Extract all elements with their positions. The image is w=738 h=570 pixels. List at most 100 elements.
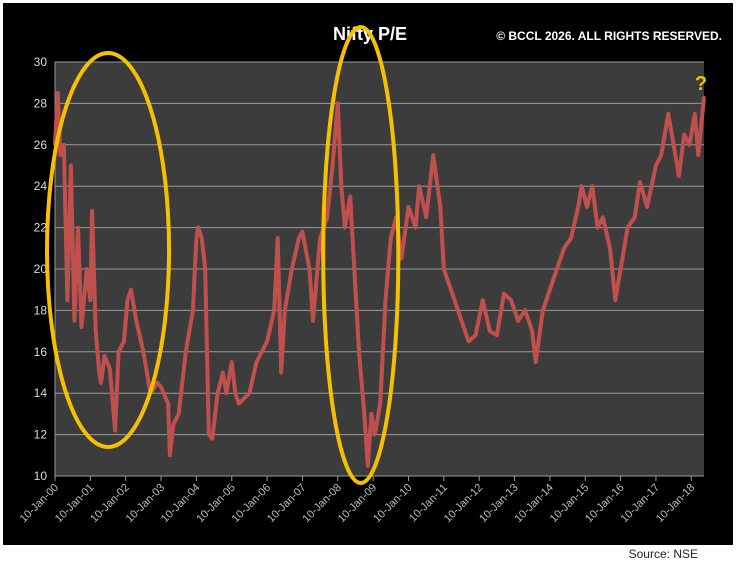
data-point <box>580 184 584 188</box>
highlight-ellipse <box>321 25 401 485</box>
data-point <box>362 412 366 416</box>
data-point <box>369 412 373 416</box>
y-tick-label: 22 <box>34 221 48 235</box>
data-point <box>378 402 382 406</box>
data-point <box>297 236 301 240</box>
data-point <box>601 215 605 219</box>
data-point <box>99 381 103 385</box>
data-point <box>300 230 304 234</box>
source-note: Source: NSE <box>628 547 698 561</box>
data-point <box>481 298 485 302</box>
y-tick-label: 26 <box>34 138 48 152</box>
data-point <box>576 205 580 209</box>
data-point <box>80 325 84 329</box>
data-point <box>555 267 559 271</box>
data-point <box>76 226 80 230</box>
data-point <box>72 319 76 323</box>
data-point <box>702 95 706 99</box>
watermark: © BCCL 2026. ALL RIGHTS RESERVED. <box>496 29 722 43</box>
y-tick-label: 18 <box>34 303 48 317</box>
data-point <box>58 153 62 157</box>
data-point <box>633 215 637 219</box>
data-point <box>650 180 654 184</box>
data-point <box>237 402 241 406</box>
data-point <box>276 236 280 240</box>
data-point <box>168 453 172 457</box>
data-point <box>224 391 228 395</box>
data-point <box>502 292 506 296</box>
data-point <box>467 339 471 343</box>
highlight-ellipse <box>44 51 172 449</box>
y-tick-label: 30 <box>34 55 48 69</box>
data-point <box>357 350 361 354</box>
data-point <box>247 391 251 395</box>
y-tick-label: 10 <box>34 469 48 483</box>
data-point <box>279 371 283 374</box>
data-point <box>373 433 377 437</box>
data-point <box>159 385 163 389</box>
data-point <box>596 226 600 230</box>
data-point <box>399 257 403 261</box>
data-point <box>488 329 492 333</box>
data-point <box>569 236 573 240</box>
data-point <box>113 428 117 432</box>
data-point <box>318 236 322 240</box>
data-point <box>343 226 347 230</box>
data-point <box>65 298 69 302</box>
data-point <box>97 371 101 374</box>
data-point <box>562 246 566 250</box>
data-point <box>389 236 393 240</box>
data-point <box>166 402 170 406</box>
data-point <box>406 205 410 209</box>
data-point <box>194 236 198 240</box>
data-point <box>200 236 204 240</box>
data-point <box>613 298 617 302</box>
data-point <box>191 308 195 312</box>
data-point <box>330 164 334 167</box>
data-point <box>414 226 418 230</box>
data-point <box>221 371 225 374</box>
data-point <box>516 319 520 323</box>
data-point <box>509 298 513 302</box>
data-point <box>117 350 121 354</box>
data-point <box>460 319 464 323</box>
data-point <box>265 339 269 343</box>
data-point <box>348 195 352 199</box>
data-point <box>196 226 200 230</box>
data-point <box>682 132 686 136</box>
data-point <box>442 267 446 271</box>
data-point <box>417 184 421 188</box>
data-point <box>177 412 181 416</box>
data-point <box>272 308 276 312</box>
data-point <box>339 184 343 188</box>
data-point <box>366 464 370 468</box>
data-point <box>608 246 612 250</box>
data-point <box>283 308 287 312</box>
data-point <box>94 329 98 333</box>
data-point <box>424 215 428 219</box>
data-point <box>125 298 129 302</box>
data-point <box>254 360 258 364</box>
data-point <box>548 288 552 292</box>
data-point <box>666 112 670 116</box>
x-tick-label: 10-Jan-18 <box>654 482 698 526</box>
data-point <box>688 143 692 147</box>
data-point <box>696 153 700 157</box>
data-point <box>438 205 442 209</box>
data-point <box>654 164 658 167</box>
question-mark-annotation: ? <box>695 73 707 95</box>
data-point <box>626 226 630 230</box>
data-point <box>311 319 315 323</box>
data-point <box>474 333 478 337</box>
data-point <box>449 288 453 292</box>
data-point <box>171 422 175 426</box>
data-point <box>325 215 329 219</box>
data-point <box>456 308 460 312</box>
y-tick-label: 12 <box>34 428 48 442</box>
y-tick-label: 24 <box>34 179 48 193</box>
data-point <box>62 143 66 147</box>
data-point <box>69 164 73 167</box>
data-point <box>534 360 538 364</box>
data-point <box>308 267 312 271</box>
